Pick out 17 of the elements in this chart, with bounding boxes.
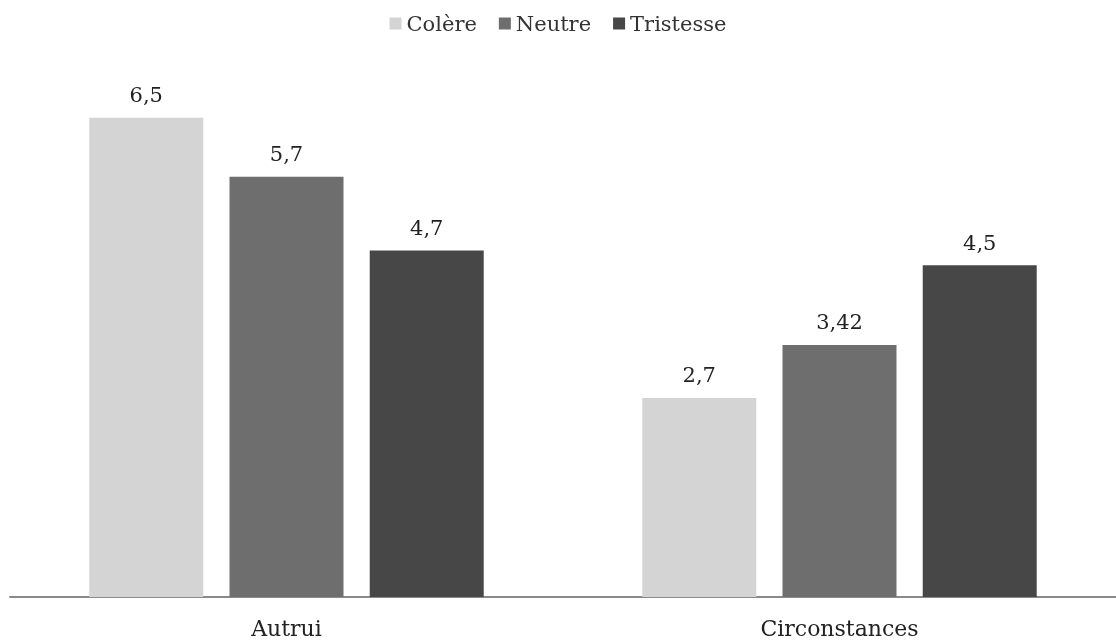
data-label: 4,7 <box>410 216 444 241</box>
bar <box>922 265 1037 597</box>
bar <box>369 250 484 597</box>
bar <box>642 397 757 597</box>
data-label: 5,7 <box>269 142 304 167</box>
legend-label: Tristesse <box>630 11 727 36</box>
legend-label: Colère <box>406 11 477 36</box>
x-tick-label: Circonstances <box>760 615 919 641</box>
bar <box>229 176 344 597</box>
x-tick-label: Autrui <box>250 615 322 641</box>
bar <box>782 344 897 597</box>
bar <box>89 117 204 597</box>
data-label: 3,42 <box>816 310 863 335</box>
data-label: 6,5 <box>129 83 163 108</box>
data-label: 4,5 <box>963 230 997 255</box>
data-label: 2,7 <box>682 363 716 388</box>
legend-label: Neutre <box>515 11 592 36</box>
